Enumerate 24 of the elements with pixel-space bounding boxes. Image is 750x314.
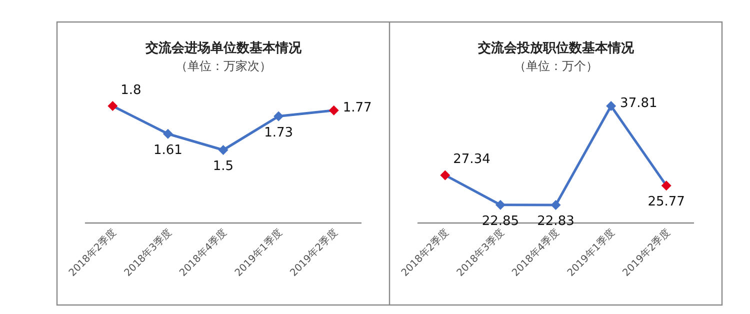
point — [218, 145, 228, 155]
data-label: 1.77 — [342, 100, 372, 116]
chart-subtitle: （单位：万个） — [514, 59, 598, 73]
chart-title: 交流会投放职位数基本情况 — [476, 40, 635, 56]
point — [550, 200, 561, 210]
data-label: 1.5 — [212, 159, 234, 174]
point — [328, 105, 339, 116]
data-label: 1.73 — [264, 125, 294, 140]
data-label: 1.8 — [120, 83, 142, 98]
point — [661, 180, 672, 191]
data-label: 1.61 — [153, 142, 182, 158]
data-label: 27.34 — [453, 152, 490, 168]
point — [440, 170, 450, 180]
data-label: 37.81 — [620, 96, 658, 111]
chart-title: 交流会进场单位数基本情况 — [144, 40, 302, 56]
point — [606, 101, 616, 111]
point — [495, 200, 506, 210]
data-label: 22.83 — [537, 214, 574, 229]
point — [162, 128, 173, 139]
data-label: 25.77 — [648, 194, 685, 210]
point — [274, 111, 284, 122]
chart-subtitle: （单位：万家次） — [175, 59, 272, 73]
data-label: 22.85 — [482, 214, 520, 229]
point — [108, 101, 118, 111]
